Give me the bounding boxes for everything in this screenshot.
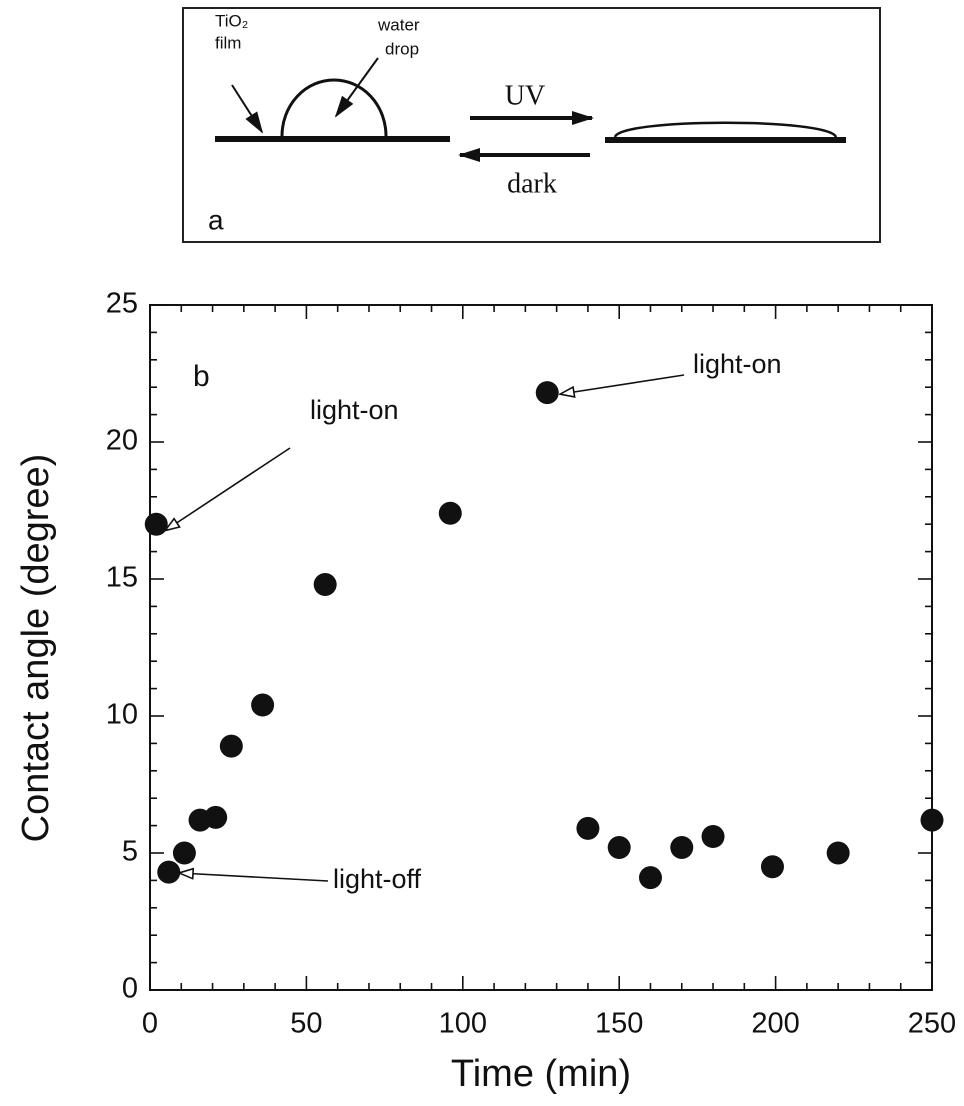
y-tick-label: 0 <box>122 973 138 1005</box>
point <box>701 825 725 849</box>
x-tick-label: 0 <box>142 1008 158 1040</box>
x-tick-label: 150 <box>595 1008 643 1040</box>
point <box>157 860 181 884</box>
uv-label: UV <box>505 80 545 111</box>
diagram: TiO₂ film water drop UV dark a <box>182 7 881 243</box>
point <box>826 841 850 865</box>
annotation-arrow <box>180 873 329 882</box>
film-label: film <box>215 33 241 52</box>
y-tick-label: 25 <box>106 288 138 320</box>
flat-drop <box>613 121 838 138</box>
x-tick-label: 100 <box>439 1008 487 1040</box>
annotation: light-off <box>333 864 422 894</box>
point <box>172 841 196 865</box>
drop-arrow <box>334 57 379 118</box>
panel-label: b <box>193 360 210 393</box>
annotation-arrow <box>166 447 291 530</box>
point <box>670 836 694 860</box>
point <box>535 381 559 405</box>
point <box>219 734 243 758</box>
point <box>313 572 337 596</box>
point <box>607 836 631 860</box>
point <box>144 512 168 536</box>
point <box>251 693 275 717</box>
x-axis-title: Time (min) <box>451 1053 631 1095</box>
drop-label: water <box>377 15 420 34</box>
diagram-frame <box>182 7 881 243</box>
panel-label: a <box>208 204 224 235</box>
annotation: light-on <box>693 349 782 379</box>
y-tick-label: 20 <box>106 425 138 457</box>
drop-label: drop <box>385 39 419 58</box>
y-tick-label: 5 <box>122 836 138 868</box>
plot-frame <box>149 304 933 991</box>
y-tick-label: 10 <box>106 699 138 731</box>
x-tick-label: 50 <box>290 1008 322 1040</box>
point <box>576 816 600 840</box>
y-axis-title: Contact angle (degree) <box>15 454 57 843</box>
film-arrow <box>231 84 264 134</box>
x-tick-label: 250 <box>908 1008 956 1040</box>
point <box>920 808 944 832</box>
annotation-arrow <box>561 374 685 394</box>
point <box>204 805 228 829</box>
annotation: light-on <box>310 395 399 425</box>
plot: b Time (min) Contact angle (degree) 0 50 1… <box>15 288 956 1095</box>
y-tick-label: 15 <box>106 562 138 594</box>
point <box>438 501 462 525</box>
point <box>760 855 784 879</box>
x-tick-label: 200 <box>751 1008 799 1040</box>
film-label: TiO₂ <box>215 11 248 30</box>
dark-label: dark <box>507 168 557 199</box>
drop <box>280 78 388 137</box>
point <box>638 866 662 890</box>
